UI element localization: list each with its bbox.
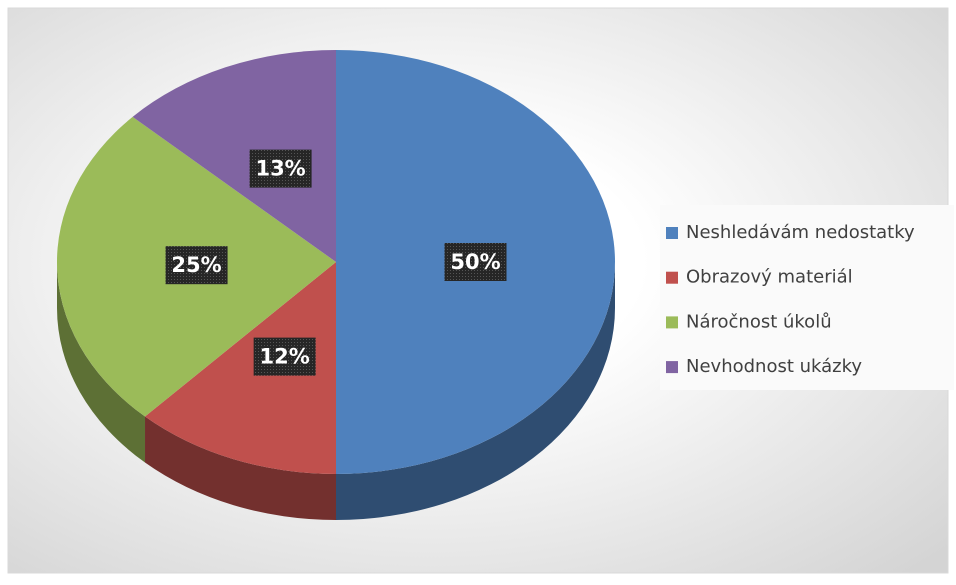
legend-swatch [666,227,678,239]
legend-label: Obrazový materiál [686,267,853,288]
pie-side [56,262,146,463]
pie-slice [132,50,336,262]
data-label: 13% [255,157,305,181]
pie-side [336,262,615,520]
pie-side [145,416,336,520]
data-label-box [249,149,312,188]
data-label-box [444,243,507,281]
data-label: 25% [171,253,221,277]
data-label-box [165,246,228,285]
legend-box [660,205,954,390]
data-label-box [253,337,316,376]
legend-swatch [666,271,678,284]
legend-label: Neshledávám nedostatky [686,222,915,243]
legend-label: Náročnost úkolů [686,311,832,332]
legend-swatch [666,361,678,374]
legend-label: Nevhodnost ukázky [686,356,862,377]
data-label: 50% [450,250,500,274]
legend-swatch [666,316,678,329]
data-label: 12% [260,345,310,369]
pie-slice [145,262,336,474]
